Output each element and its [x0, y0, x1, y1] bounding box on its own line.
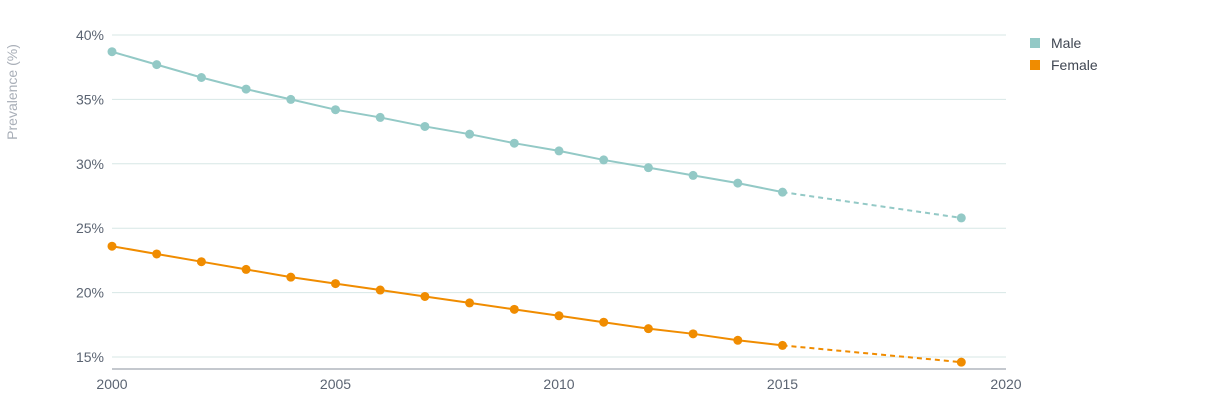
data-point [778, 340, 787, 350]
legend-item-female: Female [1030, 57, 1098, 73]
data-point [152, 249, 162, 259]
y-tick-labels: 15% 20% 25% 30% 35% 40% [76, 27, 104, 365]
x-tick-labels: 2000 2005 2010 2015 2020 [96, 376, 1021, 392]
data-point [241, 264, 251, 274]
x-tick-label: 2015 [767, 376, 798, 392]
data-point [152, 60, 162, 70]
data-point [554, 311, 564, 321]
data-point [196, 257, 206, 267]
projected-point [956, 357, 966, 367]
y-axis-title: Prevalence (%) [4, 44, 20, 140]
series-line [111, 245, 783, 347]
y-tick-label: 40% [76, 27, 104, 43]
data-point [465, 129, 475, 139]
data-point [420, 291, 430, 301]
data-point [286, 94, 296, 104]
series-male [107, 47, 966, 223]
data-point [733, 178, 743, 188]
data-point [599, 317, 609, 327]
x-tick-label: 2000 [96, 376, 127, 392]
legend-label: Female [1051, 57, 1098, 73]
data-point [643, 324, 653, 334]
projection-line [782, 191, 962, 219]
legend-item-male: Male [1030, 35, 1082, 51]
data-point [733, 335, 743, 345]
series-line [111, 50, 783, 194]
data-point [196, 73, 206, 83]
projected-point [956, 213, 966, 223]
x-tick-label: 2010 [543, 376, 574, 392]
data-point [599, 155, 609, 165]
y-tick-label: 25% [76, 220, 104, 236]
legend-swatch [1030, 60, 1040, 70]
data-point [509, 138, 519, 148]
data-point [509, 304, 519, 314]
y-tick-label: 15% [76, 349, 104, 365]
data-point [778, 187, 787, 197]
data-point [375, 285, 385, 295]
series-layer [107, 47, 966, 367]
legend-label: Male [1051, 35, 1082, 51]
data-point [331, 105, 340, 115]
data-point [420, 121, 430, 131]
projection-line [782, 344, 962, 364]
legend: Male Female [1030, 35, 1098, 73]
data-point [241, 84, 251, 94]
y-tick-label: 30% [76, 156, 104, 172]
data-point [688, 329, 698, 339]
x-tick-label: 2005 [320, 376, 351, 392]
series-female [107, 241, 966, 367]
y-tick-label: 20% [76, 285, 104, 301]
x-tick-label: 2020 [990, 376, 1021, 392]
data-point [107, 47, 117, 57]
data-point [286, 272, 296, 282]
data-point [331, 279, 340, 289]
data-point [107, 241, 117, 251]
y-tick-label: 35% [76, 91, 104, 107]
legend-swatch [1030, 38, 1040, 48]
gridlines [112, 34, 1006, 370]
data-point [643, 163, 653, 173]
data-point [375, 112, 385, 122]
data-point [554, 146, 564, 156]
data-point [465, 298, 475, 308]
data-point [688, 170, 698, 180]
